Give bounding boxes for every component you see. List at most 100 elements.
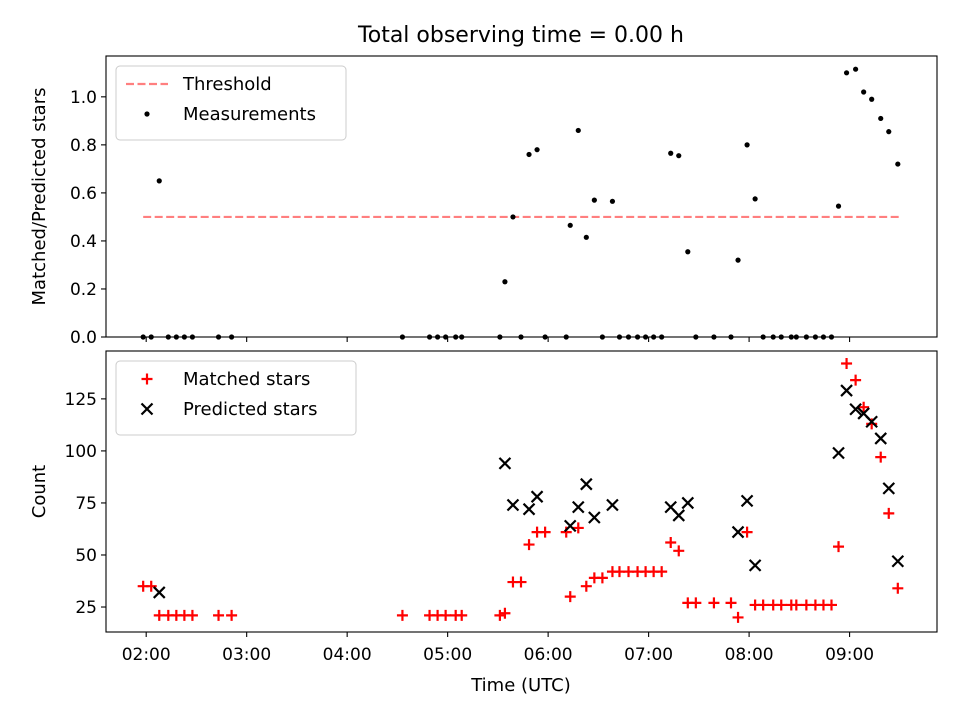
x-tick-label: 05:00 — [423, 645, 472, 665]
matched-stars-point — [580, 580, 592, 592]
x-tick-label: 09:00 — [825, 645, 874, 665]
predicted-stars-point — [891, 554, 905, 568]
predicted-stars-point — [874, 432, 888, 445]
predicted-stars-point — [672, 509, 686, 522]
matched-stars-point — [892, 582, 904, 594]
matched-stars-point — [665, 536, 677, 548]
matched-stars-point — [725, 597, 737, 609]
matched-stars-point — [866, 418, 878, 430]
ratio-y-tick-label: 0.8 — [70, 136, 97, 156]
measurements-point — [591, 197, 597, 203]
x-tick-label: 04:00 — [323, 645, 372, 665]
legend-measurements-label: Measurements — [183, 104, 316, 125]
measurements-point — [895, 161, 901, 167]
measurements-point — [835, 203, 842, 209]
measurements-point — [502, 279, 508, 285]
predicted-stars-point — [731, 525, 745, 539]
matched-stars-point — [757, 599, 769, 611]
measurements-point — [685, 249, 691, 255]
ratio-axes-frame — [105, 55, 938, 338]
matched-stars-point — [456, 609, 468, 621]
measurements-point — [583, 234, 589, 240]
matched-stars-point — [883, 507, 895, 519]
matched-stars-point — [673, 545, 685, 557]
count-y-tick-label: 50 — [75, 546, 97, 566]
count-y-tick-label: 25 — [75, 598, 97, 618]
predicted-stars-point — [840, 384, 853, 397]
predicted-stars-point — [580, 477, 593, 491]
predicted-stars-point — [606, 498, 619, 512]
matched-stars-point — [741, 526, 753, 538]
count-legend: Matched stars Predicted stars — [115, 360, 357, 436]
measurements-point — [853, 66, 859, 72]
ratio-legend: Threshold Measurements — [115, 65, 347, 141]
x-tick-label: 06:00 — [524, 645, 573, 665]
x-tick-label: 08:00 — [725, 645, 774, 665]
predicted-stars-point — [530, 490, 544, 503]
legend-threshold-label: Threshold — [182, 74, 272, 95]
matched-stars-point — [825, 599, 837, 611]
measurements-point — [510, 214, 516, 220]
matched-stars-point — [833, 541, 845, 553]
count-panel: 25 50 75 100 125 02:00 03:00 04:00 05:00 06:00 07:… — [29, 350, 938, 665]
matched-stars-point — [690, 597, 702, 609]
ratio-y-tick-label: 0.4 — [70, 232, 97, 252]
count-y-tick-label: 125 — [65, 390, 97, 410]
matched-stars-point — [708, 597, 720, 609]
measurements-point — [878, 115, 884, 122]
ratio-y-tick-label: 1.0 — [70, 88, 97, 108]
measurements-point — [861, 89, 867, 95]
x-axis-label: Time (UTC) — [470, 675, 571, 696]
measurements-point — [609, 198, 616, 204]
count-y-tick-label: 100 — [65, 442, 97, 462]
measurements-point — [567, 222, 573, 228]
matched-stars-point — [858, 401, 870, 413]
matched-stars-point — [841, 357, 853, 369]
legend-matched-stars-swatch — [141, 373, 153, 385]
x-tick-label: 02:00 — [122, 645, 171, 665]
ratio-y-axis-label: Matched/Predicted stars — [29, 88, 50, 306]
predicted-stars-point — [832, 446, 845, 460]
matched-stars-point — [656, 566, 668, 578]
legend-matched-stars-label: Matched stars — [183, 369, 310, 390]
predicted-stars-point — [849, 403, 862, 416]
measurements-point — [534, 147, 540, 153]
matched-stars-point — [226, 609, 238, 621]
matched-stars-point — [186, 609, 198, 621]
ratio-y-tick-label: 0.6 — [70, 184, 97, 204]
matched-stars-point — [145, 580, 157, 592]
predicted-stars-point — [748, 559, 762, 572]
legend-measurements-swatch — [144, 111, 150, 117]
x-tick-label: 07:00 — [624, 645, 673, 665]
measurements-point — [526, 151, 532, 158]
ratio-y-tick-label: 0.2 — [70, 280, 97, 300]
matched-stars-point — [515, 576, 527, 588]
matched-stars-point — [564, 591, 576, 603]
predicted-stars-point — [152, 586, 166, 599]
predicted-stars-point — [681, 496, 695, 510]
matched-stars-point — [440, 609, 452, 621]
chart-title: Total observing time = 0.00 h — [357, 23, 684, 48]
matched-stars-point — [732, 611, 744, 623]
ratio-panel: 0.0 0.2 0.4 0.6 0.8 1.0 Matched/Predicted star… — [29, 55, 938, 348]
predicted-stars-point — [865, 415, 878, 429]
matched-stars-point — [850, 374, 862, 386]
count-y-tick-label: 75 — [75, 494, 97, 514]
measurements-point — [843, 70, 850, 76]
predicted-stars-point — [563, 519, 577, 533]
measurements-point — [668, 150, 674, 156]
predicted-stars-point — [571, 500, 585, 514]
predicted-stars-point — [506, 498, 520, 512]
predicted-stars-point — [522, 502, 536, 516]
count-y-axis-label: Count — [29, 465, 50, 518]
matched-stars-point — [396, 609, 408, 621]
predicted-stars-point — [740, 494, 754, 508]
matched-stars-point — [494, 609, 506, 621]
ratio-markers — [140, 66, 901, 340]
measurements-point — [869, 96, 875, 102]
measurements-point — [156, 178, 162, 184]
x-tick-label: 03:00 — [222, 645, 271, 665]
matched-stars-point — [213, 609, 225, 621]
ratio-y-tick-label: 0.0 — [70, 328, 97, 348]
